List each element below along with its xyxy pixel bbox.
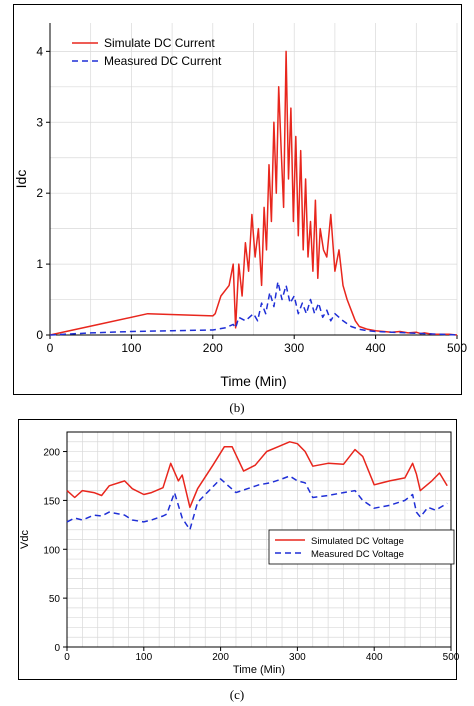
x-tick-label: 0 [64, 652, 70, 663]
legend-label: Measured DC Voltage [311, 549, 404, 560]
x-axis-label: Time (Min) [233, 664, 285, 676]
x-tick-label: 400 [366, 341, 386, 355]
series-line-measured [49, 281, 458, 336]
x-tick-label: 100 [121, 341, 141, 355]
x-tick-label: 500 [443, 652, 460, 663]
y-tick-label: 100 [43, 545, 60, 556]
legend-label: Measured DC Current [104, 54, 222, 68]
y-tick-label: 1 [36, 257, 43, 271]
chart-panel-b: 0 100 200 300 400 500 0 1 2 3 4 Time (Min) Idc Simula… [13, 4, 467, 395]
x-tick-label: 400 [366, 652, 383, 663]
x-tick-label: 300 [284, 341, 304, 355]
legend-box [268, 529, 455, 565]
y-tick-label: 3 [36, 115, 43, 129]
x-tick-label: 0 [47, 341, 54, 355]
caption-b: (b) [229, 400, 245, 415]
x-tick-label: 200 [203, 341, 223, 355]
series-line-simulated [66, 441, 448, 509]
y-tick-label: 0 [36, 328, 43, 342]
x-tick-label: 500 [447, 341, 467, 355]
y-tick-label: 50 [49, 594, 61, 605]
y-tick-label: 0 [54, 643, 60, 654]
y-tick-label: 200 [43, 448, 60, 459]
y-axis-label: Idc [13, 170, 29, 189]
x-tick-label: 100 [135, 652, 152, 663]
dc-voltage-chart: 0 100 200 300 400 500 0 50 100 150 200 Time (Min) Vd… [19, 431, 460, 676]
chart-panel-c: 0 100 200 300 400 500 0 50 100 150 200 Time (Min) Vd… [18, 419, 460, 680]
y-tick-label: 150 [43, 496, 60, 507]
series-line-measured [66, 475, 448, 531]
legend-label: Simulate DC Current [104, 36, 215, 50]
x-tick-label: 200 [212, 652, 229, 663]
legend-label: Simulated DC Voltage [311, 536, 404, 547]
x-axis-label: Time (Min) [220, 373, 286, 389]
caption-c: (c) [229, 687, 245, 702]
x-tick-label: 300 [289, 652, 306, 663]
dc-current-chart: 0 100 200 300 400 500 0 1 2 3 4 Time (Min) Idc Simula… [13, 23, 467, 389]
y-axis-label: Vdc [19, 530, 31, 549]
y-tick-label: 4 [36, 44, 43, 58]
y-tick-label: 2 [36, 186, 43, 200]
